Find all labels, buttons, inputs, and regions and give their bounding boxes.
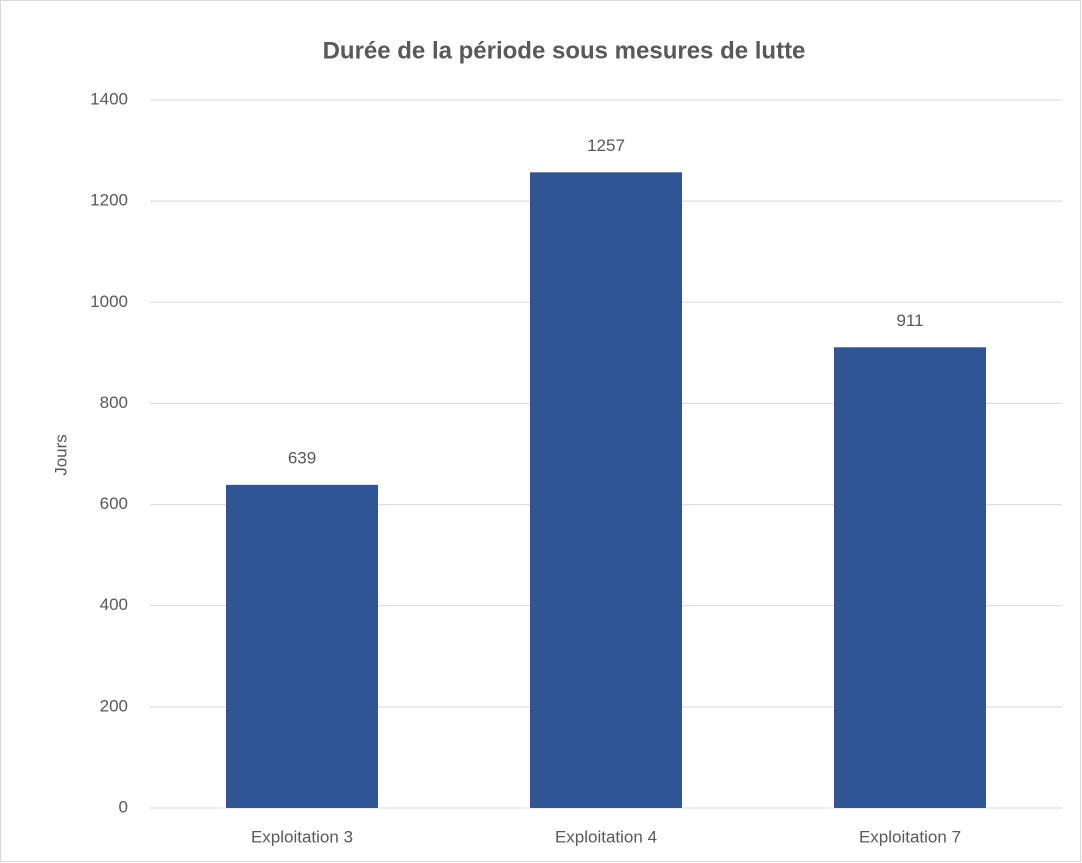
chart-title: Durée de la période sous mesures de lutt… [323,37,806,64]
bar [834,347,986,808]
y-tick-label: 1400 [90,89,128,108]
x-tick-label: Exploitation 7 [859,827,961,846]
y-tick-label: 200 [100,696,128,715]
y-tick-label: 1000 [90,292,128,311]
y-tick-label: 0 [119,797,128,816]
x-tick-label: Exploitation 4 [555,827,657,846]
data-label: 911 [896,311,923,330]
data-label: 639 [288,448,316,467]
data-label: 1257 [587,136,625,155]
bar [530,172,682,808]
y-axis-label: Jours [51,434,70,476]
y-tick-label: 400 [100,595,128,614]
bar [226,484,378,808]
y-tick-label: 800 [100,393,128,412]
x-tick-label: Exploitation 3 [251,827,353,846]
y-tick-label: 600 [100,494,128,513]
y-tick-label: 1200 [90,191,128,210]
